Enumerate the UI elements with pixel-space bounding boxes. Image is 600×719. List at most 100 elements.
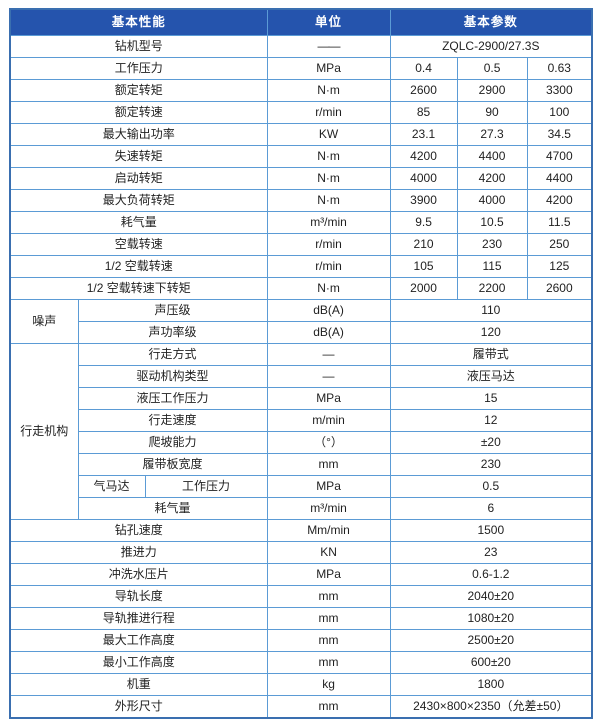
unit-cell: （°） [266,431,391,454]
value-cell: 100 [526,101,593,124]
param-label-cell: 行走方式 [77,343,268,366]
param-label-cell: 导轨推进行程 [9,607,268,630]
table-row: 推进力 KN 23 [9,541,593,564]
param-label-cell: 钻机型号 [9,35,268,58]
table-row: 额定转矩 N·m 2600 2900 3300 [9,79,593,102]
value-cell: 105 [389,255,458,278]
unit-cell: MPa [266,57,391,80]
table-row: 冲洗水压片 MPa 0.6-1.2 [9,563,593,586]
table-row: 启动转矩 N·m 4000 4200 4400 [9,167,593,190]
unit-cell: — [266,365,391,388]
unit-cell: m/min [266,409,391,432]
param-label-cell: 失速转矩 [9,145,268,168]
value-cell: 4000 [456,189,528,212]
group-label-cell: 行走机构 [9,343,79,520]
value-cell: 250 [526,233,593,256]
unit-cell: —— [266,35,391,58]
value-cell: 230 [456,233,528,256]
table-row: 耗气量 m³/min 9.5 10.5 11.5 [9,211,593,234]
spec-table: 基本性能 单位 基本参数 钻机型号 —— ZQLC-2900/27.3S 工作压力 MPa 0… [9,8,594,719]
unit-cell: dB(A) [266,321,391,344]
header-cell: 基本参数 [389,8,593,36]
table-row: 钻孔速度 Mm/min 1500 [9,519,593,542]
unit-cell: mm [266,629,391,652]
table-row: 机重 kg 1800 [9,673,593,696]
value-cell: 15 [389,387,593,410]
value-cell: 120 [389,321,593,344]
unit-cell: r/min [266,233,391,256]
table-row: 钻机型号 —— ZQLC-2900/27.3S [9,35,593,58]
value-cell: 1500 [389,519,593,542]
unit-cell: mm [266,585,391,608]
table-row: 额定转速 r/min 85 90 100 [9,101,593,124]
value-cell: 34.5 [526,123,593,146]
unit-cell: MPa [266,475,391,498]
group-label-cell: 噪声 [9,299,79,344]
param-label-cell: 推进力 [9,541,268,564]
table-row: 导轨长度 mm 2040±20 [9,585,593,608]
value-cell: 2040±20 [389,585,593,608]
unit-cell: dB(A) [266,299,391,322]
table-row: 履带板宽度 mm 230 [10,453,593,476]
param-label-cell: 声功率级 [77,321,268,344]
unit-cell: MPa [266,387,391,410]
param-label-cell: 1/2 空载转速下转矩 [9,277,268,300]
param-label-cell: 驱动机构类型 [77,365,268,388]
unit-cell: m³/min [266,497,391,520]
value-cell: 4200 [526,189,593,212]
value-cell: ZQLC-2900/27.3S [389,35,593,58]
value-cell: 600±20 [389,651,593,674]
param-label-cell: 启动转矩 [9,167,268,190]
param-label-cell: 额定转速 [9,101,268,124]
value-cell: 履带式 [389,343,593,366]
value-cell: 4700 [526,145,593,168]
unit-cell: kg [266,673,391,696]
value-cell: 1080±20 [389,607,593,630]
value-cell: 2430×800×2350（允差±50） [389,695,593,719]
table-row: 导轨推进行程 mm 1080±20 [9,607,593,630]
value-cell: 4400 [456,145,528,168]
unit-cell: KW [266,123,391,146]
param-label-cell: 工作压力 [9,57,268,80]
param-label-cell: 耗气量 [77,497,268,520]
value-cell: 27.3 [456,123,528,146]
param-label-cell: 冲洗水压片 [9,563,268,586]
param-label-cell: 最大工作高度 [9,629,268,652]
table-row: 驱动机构类型 — 液压马达 [10,365,593,388]
header-cell: 单位 [266,8,391,36]
value-cell: 115 [456,255,528,278]
unit-cell: mm [266,651,391,674]
header-cell: 基本性能 [9,8,268,36]
unit-cell: m³/min [266,211,391,234]
value-cell: 2500±20 [389,629,593,652]
table-row: 工作压力 MPa 0.4 0.5 0.63 [9,57,593,80]
value-cell: 0.5 [389,475,593,498]
param-label-cell: 外形尺寸 [9,695,268,719]
value-cell: 0.63 [526,57,593,80]
value-cell: 2600 [389,79,458,102]
param-label-cell: 钻孔速度 [9,519,268,542]
param-label-cell: 履带板宽度 [77,453,268,476]
value-cell: 2600 [526,277,593,300]
unit-cell: — [266,343,391,366]
value-cell: 2200 [456,277,528,300]
unit-cell: N·m [266,79,391,102]
table-row: 最大输出功率 KW 23.1 27.3 34.5 [9,123,593,146]
table-row: 外形尺寸 mm 2430×800×2350（允差±50） [9,695,593,719]
value-cell: 12 [389,409,593,432]
value-cell: 4200 [456,167,528,190]
table-row: 声功率级 dB(A) 120 [10,321,593,344]
param-label-cell: 液压工作压力 [77,387,268,410]
value-cell: 3300 [526,79,593,102]
value-cell: 4000 [389,167,458,190]
value-cell: 11.5 [526,211,593,234]
value-cell: 3900 [389,189,458,212]
value-cell: 2000 [389,277,458,300]
table-row: 失速转矩 N·m 4200 4400 4700 [9,145,593,168]
table-row: 最大负荷转矩 N·m 3900 4000 4200 [9,189,593,212]
table-row: 1/2 空载转速 r/min 105 115 125 [9,255,593,278]
value-cell: 1800 [389,673,593,696]
param-label-cell: 最大负荷转矩 [9,189,268,212]
value-cell: 0.4 [389,57,458,80]
table-row: 空载转速 r/min 210 230 250 [9,233,593,256]
